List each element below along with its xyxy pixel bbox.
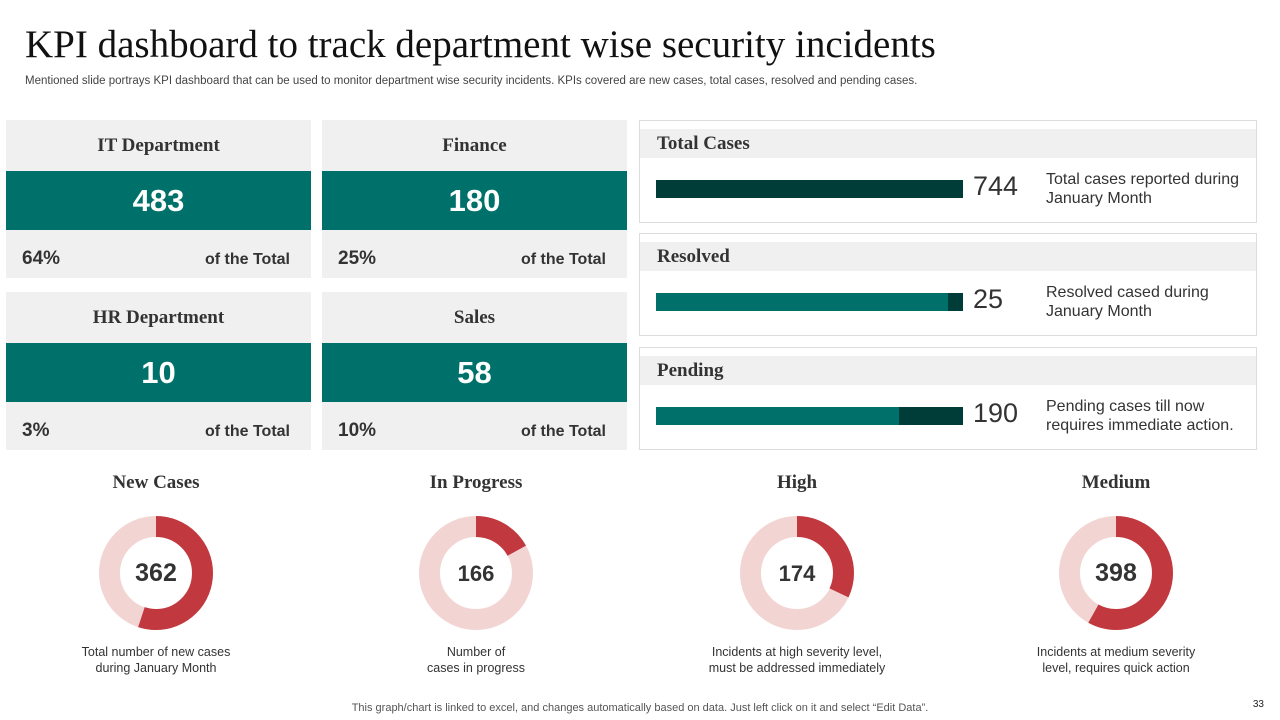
dept-percent: 10% xyxy=(338,420,377,441)
donut-title: New Cases xyxy=(112,472,200,493)
donut-value-label: 362 xyxy=(135,559,177,587)
dept-card-it: IT Department 483 64% of the Total xyxy=(6,120,311,278)
donut-chart: 166 xyxy=(419,516,533,630)
donut-description: Incidents at high severity level, must b… xyxy=(708,645,886,675)
case-panel-total: Total Cases 744 Total cases reported dur… xyxy=(639,120,1257,223)
case-progress-bar xyxy=(656,407,963,425)
case-description: Resolved cased during January Month xyxy=(1046,284,1209,320)
dept-name: Finance xyxy=(322,120,627,171)
dept-name: Sales xyxy=(322,292,627,343)
case-value: 25 xyxy=(973,284,1004,314)
case-description: Total cases reported during January Mont… xyxy=(1046,171,1239,207)
dept-footer: 3% of the Total xyxy=(6,402,311,450)
dept-suffix: of the Total xyxy=(204,423,290,440)
donut-value-label: 398 xyxy=(1095,559,1137,587)
case-progress-bar xyxy=(656,293,963,311)
case-title: Pending xyxy=(640,356,1256,385)
donut-in-progress: In Progress 166 Number of cases in progr… xyxy=(356,472,596,676)
donut-description: Incidents at medium severity level, requ… xyxy=(1036,645,1196,675)
page-subtitle: Mentioned slide portrays KPI dashboard t… xyxy=(25,75,918,87)
dept-footer: 10% of the Total xyxy=(322,402,627,450)
dept-suffix: of the Total xyxy=(204,251,290,268)
donut-slice xyxy=(740,516,854,630)
case-progress-fill xyxy=(656,407,899,425)
donut-slice xyxy=(1059,516,1173,630)
dept-percent: 3% xyxy=(22,420,50,441)
donut-chart: 398 xyxy=(1059,516,1173,630)
dept-value: 180 xyxy=(322,171,627,230)
case-progress-bar xyxy=(656,180,963,198)
case-progress-fill xyxy=(656,293,948,311)
donut-title: Medium xyxy=(1081,472,1151,493)
page-number: 33 xyxy=(1252,699,1264,710)
dept-name: HR Department xyxy=(6,292,311,343)
case-title: Resolved xyxy=(640,242,1256,271)
dept-value: 58 xyxy=(322,343,627,402)
dept-percent: 25% xyxy=(338,248,377,269)
donut-description: Number of cases in progress xyxy=(427,645,525,675)
case-title: Total Cases xyxy=(640,129,1256,158)
donut-value-label: 174 xyxy=(779,561,816,586)
donut-title: In Progress xyxy=(429,472,523,493)
dept-card-sales: Sales 58 10% of the Total xyxy=(322,292,627,450)
dept-percent: 64% xyxy=(22,248,61,269)
donut-chart: 362 xyxy=(99,516,213,630)
donut-chart: 174 xyxy=(740,516,854,630)
case-value: 190 xyxy=(973,398,1019,428)
dept-suffix: of the Total xyxy=(520,251,606,268)
dept-value: 10 xyxy=(6,343,311,402)
donut-description: Total number of new cases during January… xyxy=(81,645,231,675)
dept-card-hr: HR Department 10 3% of the Total xyxy=(6,292,311,450)
dept-footer: 25% of the Total xyxy=(322,230,627,278)
donut-slice xyxy=(99,516,213,630)
donut-slice xyxy=(419,516,533,630)
case-panel-resolved: Resolved 25 Resolved cased during Januar… xyxy=(639,233,1257,336)
dept-suffix: of the Total xyxy=(520,423,606,440)
dept-name: IT Department xyxy=(6,120,311,171)
footnote: This graph/chart is linked to excel, and… xyxy=(351,702,929,714)
dept-footer: 64% of the Total xyxy=(6,230,311,278)
page-title: KPI dashboard to track department wise s… xyxy=(25,23,936,66)
dept-card-finance: Finance 180 25% of the Total xyxy=(322,120,627,278)
case-panel-pending: Pending 190 Pending cases till now requi… xyxy=(639,347,1257,450)
donut-new-cases: New Cases 362 Total number of new cases … xyxy=(36,472,276,676)
donut-value-label: 166 xyxy=(458,561,495,586)
donut-high: High 174 Incidents at high severity leve… xyxy=(677,472,917,676)
case-value: 744 xyxy=(973,171,1019,201)
donut-title: High xyxy=(776,472,818,493)
case-description: Pending cases till now requires immediat… xyxy=(1046,398,1234,434)
donut-medium: Medium 398 Incidents at medium severity … xyxy=(996,472,1236,676)
dept-value: 483 xyxy=(6,171,311,230)
